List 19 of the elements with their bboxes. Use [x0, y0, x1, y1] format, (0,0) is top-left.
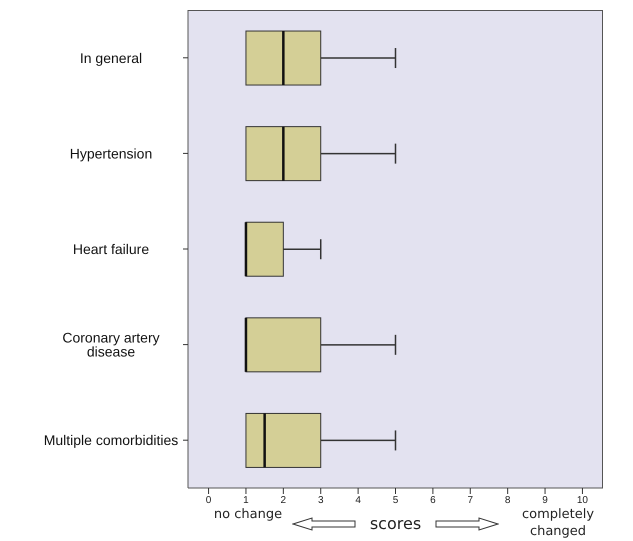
y-tick-label: Heart failure [72, 240, 150, 257]
x-axis-title: scores [370, 514, 422, 533]
y-tick-label: Coronary artery disease [62, 330, 160, 360]
x-tick-label: 6 [430, 495, 436, 506]
y-tick-label: In general [80, 50, 142, 66]
x-tick-label: 8 [504, 495, 511, 506]
x-tick-label: 0 [206, 495, 212, 506]
x-tick-label: 1 [243, 495, 250, 506]
text: completely changed [520, 506, 596, 540]
text: no change [213, 506, 283, 523]
x-tick-label: 10 [576, 495, 588, 506]
x-tick-label: 9 [542, 495, 548, 506]
y-tick-label: Multiple comorbidities [44, 432, 178, 448]
x-tick-label: 4 [355, 495, 362, 506]
x-tick-label: 5 [392, 495, 399, 506]
y-tick-label: Hypertension [70, 145, 152, 162]
x-tick-label: 7 [467, 495, 474, 506]
x-tick-label: 2 [280, 495, 287, 506]
x-tick-label: 3 [318, 495, 324, 506]
